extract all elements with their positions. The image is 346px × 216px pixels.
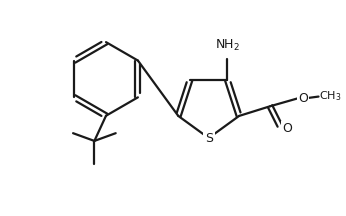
Text: O: O	[298, 92, 308, 105]
Text: NH$_2$: NH$_2$	[215, 38, 240, 53]
Text: O: O	[283, 122, 293, 135]
Text: S: S	[205, 132, 213, 145]
Text: CH$_3$: CH$_3$	[319, 90, 342, 103]
